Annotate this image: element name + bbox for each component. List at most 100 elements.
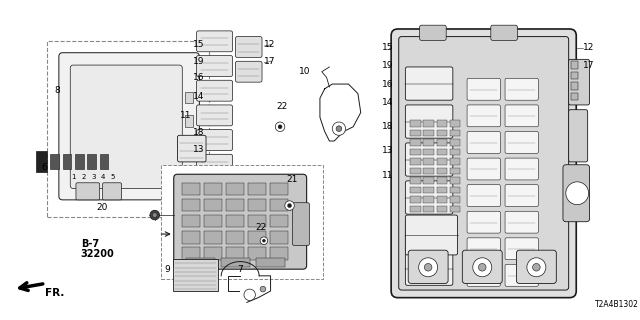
Bar (436, 130, 447, 136)
Bar (269, 199, 287, 211)
Bar (186, 258, 214, 267)
FancyBboxPatch shape (505, 264, 538, 286)
Text: 7: 7 (237, 266, 243, 275)
Bar (450, 177, 460, 184)
Bar (436, 187, 447, 193)
Bar (450, 120, 460, 127)
FancyBboxPatch shape (405, 219, 453, 252)
Bar (436, 158, 447, 165)
FancyBboxPatch shape (467, 264, 500, 286)
Bar (269, 215, 287, 228)
Text: 8: 8 (54, 86, 60, 95)
Bar (410, 177, 420, 184)
Bar (75, 154, 84, 170)
Bar (424, 139, 434, 146)
FancyBboxPatch shape (505, 185, 538, 206)
Bar (410, 196, 420, 203)
Bar (450, 205, 460, 212)
Bar (182, 231, 200, 244)
Text: 20: 20 (96, 203, 108, 212)
Text: 22: 22 (255, 223, 266, 232)
Bar (226, 199, 244, 211)
Text: 6: 6 (42, 163, 47, 172)
Bar (570, 72, 578, 79)
Text: 13: 13 (193, 145, 204, 154)
FancyBboxPatch shape (462, 250, 502, 284)
Circle shape (527, 258, 546, 277)
Bar (185, 116, 193, 127)
Bar (436, 177, 447, 184)
Text: 14: 14 (381, 98, 393, 107)
FancyBboxPatch shape (59, 53, 200, 200)
Text: 4: 4 (101, 174, 105, 180)
FancyBboxPatch shape (505, 132, 538, 153)
Bar (182, 215, 200, 228)
Bar (248, 199, 266, 211)
Bar (424, 205, 434, 212)
Bar (410, 139, 420, 146)
Circle shape (332, 122, 346, 135)
Bar (204, 247, 222, 260)
Text: 14: 14 (193, 92, 204, 101)
FancyBboxPatch shape (196, 154, 232, 175)
Bar (204, 183, 222, 195)
Bar (424, 120, 434, 127)
Text: 1: 1 (72, 174, 76, 180)
FancyBboxPatch shape (491, 25, 517, 40)
Bar (269, 183, 287, 195)
Text: B-7: B-7 (81, 238, 99, 249)
Bar (424, 168, 434, 174)
FancyBboxPatch shape (196, 179, 232, 200)
FancyBboxPatch shape (196, 56, 232, 76)
Text: T2A4B1302: T2A4B1302 (595, 300, 639, 309)
Bar (248, 183, 266, 195)
Text: 17: 17 (264, 57, 276, 66)
Text: 2: 2 (81, 174, 86, 180)
FancyBboxPatch shape (196, 105, 232, 126)
Bar (185, 92, 193, 103)
Text: 15: 15 (381, 43, 393, 52)
Text: 17: 17 (583, 61, 595, 70)
Bar (450, 168, 460, 174)
Text: 16: 16 (193, 74, 204, 83)
Bar (410, 205, 420, 212)
FancyBboxPatch shape (196, 130, 232, 150)
Text: 22: 22 (276, 102, 288, 111)
Bar (226, 247, 244, 260)
FancyBboxPatch shape (76, 183, 100, 200)
Bar (570, 82, 578, 90)
Bar (182, 183, 200, 195)
Circle shape (285, 201, 294, 210)
FancyBboxPatch shape (405, 105, 453, 138)
Bar (570, 61, 578, 69)
Circle shape (287, 204, 291, 207)
Bar (570, 92, 578, 100)
Bar (436, 139, 447, 146)
Text: FR.: FR. (45, 288, 65, 298)
Bar (450, 148, 460, 155)
FancyBboxPatch shape (391, 29, 576, 298)
FancyBboxPatch shape (405, 143, 453, 176)
FancyBboxPatch shape (236, 61, 262, 82)
FancyBboxPatch shape (177, 135, 206, 162)
FancyBboxPatch shape (467, 105, 500, 127)
Bar (204, 231, 222, 244)
Circle shape (532, 263, 540, 271)
FancyBboxPatch shape (408, 250, 448, 284)
Bar (173, 259, 218, 291)
Bar (182, 247, 200, 260)
Text: 12: 12 (583, 43, 595, 52)
Bar (450, 139, 460, 146)
FancyBboxPatch shape (563, 165, 589, 222)
Text: 21: 21 (287, 175, 298, 184)
Bar (226, 183, 244, 195)
Text: 16: 16 (381, 80, 393, 89)
Bar (257, 258, 285, 267)
Bar (450, 158, 460, 165)
Circle shape (419, 258, 438, 277)
FancyBboxPatch shape (505, 158, 538, 180)
Bar (248, 215, 266, 228)
Text: 11: 11 (180, 111, 191, 120)
Circle shape (262, 239, 266, 242)
FancyBboxPatch shape (173, 174, 307, 269)
